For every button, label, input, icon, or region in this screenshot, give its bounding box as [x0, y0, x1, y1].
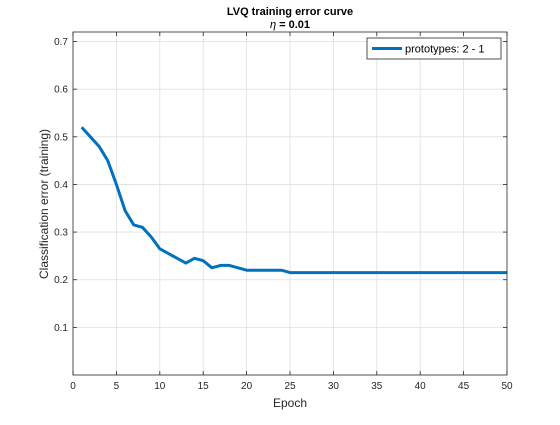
x-tick-label: 50 — [501, 381, 513, 392]
data-point — [297, 271, 299, 273]
data-point — [150, 236, 152, 238]
x-tick-label: 5 — [114, 381, 120, 392]
y-axis-label: Classification error (training) — [37, 129, 51, 279]
data-point — [462, 271, 464, 273]
data-point — [480, 271, 482, 273]
x-tick-label: 15 — [198, 381, 210, 392]
data-point — [98, 145, 100, 147]
data-point — [167, 252, 169, 254]
data-point — [133, 224, 135, 226]
data-point — [367, 271, 369, 273]
data-point — [254, 269, 256, 271]
y-tick-label: 0.6 — [54, 85, 68, 96]
x-tick-label: 20 — [241, 381, 253, 392]
data-point — [402, 271, 404, 273]
data-point — [419, 271, 421, 273]
data-point — [107, 159, 109, 161]
data-point — [324, 271, 326, 273]
x-tick-label: 0 — [70, 381, 76, 392]
series-layer — [80, 126, 507, 275]
data-point — [471, 271, 473, 273]
x-tick-label: 25 — [284, 381, 296, 392]
series-line-0 — [80, 126, 507, 275]
data-point — [211, 267, 213, 269]
data-point — [497, 271, 499, 273]
tick-labels: 0 5 10 15 20 25 30 35 40 45 50 0.1 0.2 0.3 0.4 0.5 0.6 0.… — [54, 37, 513, 392]
x-tick-label: 10 — [154, 381, 166, 392]
subtitle-symbol: η — [270, 19, 276, 31]
data-point — [124, 209, 126, 211]
legend: prototypes: 2 - 1 — [366, 37, 502, 60]
data-point — [306, 271, 308, 273]
legend-box — [366, 37, 502, 60]
data-point — [141, 226, 143, 228]
data-point — [228, 264, 230, 266]
data-point — [436, 271, 438, 273]
data-point — [358, 271, 360, 273]
y-tick-label: 0.5 — [54, 132, 68, 143]
data-point — [202, 259, 204, 261]
data-point — [263, 269, 265, 271]
x-tick-label: 30 — [328, 381, 340, 392]
data-point — [115, 183, 117, 185]
data-point — [219, 264, 221, 266]
data-point — [280, 269, 282, 271]
ticks — [72, 32, 508, 375]
y-tick-label: 0.1 — [54, 323, 68, 334]
data-point — [271, 269, 273, 271]
y-tick-label: 0.2 — [54, 275, 68, 286]
data-point — [289, 271, 291, 273]
data-point — [315, 271, 317, 273]
data-point — [332, 271, 334, 273]
x-tick-label: 40 — [415, 381, 427, 392]
data-point — [237, 267, 239, 269]
data-point — [89, 136, 91, 138]
data-point — [185, 262, 187, 264]
x-tick-label: 35 — [371, 381, 383, 392]
data-point — [176, 257, 178, 259]
data-point — [159, 248, 161, 250]
chart-title: LVQ training error curve — [227, 6, 353, 18]
subtitle-rest: = 0.01 — [276, 19, 310, 31]
data-point — [245, 269, 247, 271]
x-axis-label: Epoch — [273, 396, 307, 410]
data-point — [350, 271, 352, 273]
data-point — [341, 271, 343, 273]
y-tick-label: 0.3 — [54, 228, 68, 239]
y-tick-label: 0.7 — [54, 37, 68, 48]
x-tick-label: 45 — [458, 381, 470, 392]
data-point — [393, 271, 395, 273]
data-point — [445, 271, 447, 273]
data-point — [488, 271, 490, 273]
chart-subtitle: η = 0.01 — [270, 19, 310, 31]
data-point — [376, 271, 378, 273]
legend-label: prototypes: 2 - 1 — [405, 44, 485, 56]
data-point — [454, 271, 456, 273]
data-point — [410, 271, 412, 273]
data-point — [428, 271, 430, 273]
y-tick-label: 0.4 — [54, 180, 68, 191]
data-point — [80, 126, 82, 128]
data-point — [384, 271, 386, 273]
data-point — [193, 257, 195, 259]
